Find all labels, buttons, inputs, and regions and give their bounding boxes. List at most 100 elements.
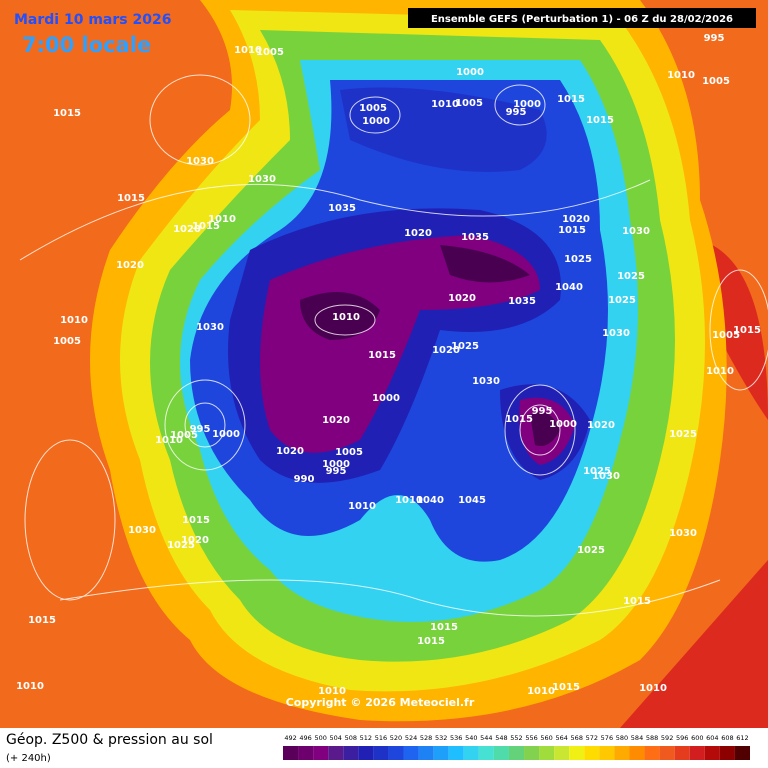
isobar-label: 995	[704, 33, 725, 44]
scale-swatch	[629, 746, 645, 760]
isobar-label: 1000	[513, 99, 541, 110]
scale-swatch	[418, 746, 434, 760]
isobar-label: 1015	[430, 622, 458, 633]
isobar-label: 1035	[328, 203, 356, 214]
scale-label: 544	[480, 734, 492, 742]
isobar-label: 1030	[128, 525, 156, 536]
isobar-label: 1045	[458, 495, 486, 506]
isobar-label: 1010	[16, 681, 44, 692]
scale-label: 536	[450, 734, 462, 742]
isobar-label: 1005	[702, 76, 730, 87]
contour-band	[300, 245, 560, 446]
isobar-label: 1030	[472, 376, 500, 387]
isobar-label: 1010	[431, 99, 459, 110]
isobar-label: 1025	[577, 545, 605, 556]
isobar-label: 1020	[116, 260, 144, 271]
scale-label: 596	[676, 734, 688, 742]
scale-swatch	[704, 746, 720, 760]
scale-label: 540	[465, 734, 477, 742]
scale-label: 500	[314, 734, 326, 742]
scale-swatch	[539, 746, 555, 760]
scale-swatch	[689, 746, 705, 760]
isobar-label: 1020	[322, 415, 350, 426]
scale-swatch	[448, 746, 464, 760]
scale-label: 512	[360, 734, 372, 742]
run-info: Ensemble GEFS (Perturbation 1) - 06 Z du…	[431, 14, 733, 25]
isobar-label: 1035	[508, 296, 536, 307]
scale-swatch	[508, 746, 525, 760]
isobar-label: 1005	[53, 336, 81, 347]
date: Mardi 10 mars 2026	[14, 12, 171, 28]
scale-swatch	[463, 746, 479, 760]
isobar-label: 1030	[669, 528, 697, 539]
scale-label: 508	[345, 734, 357, 742]
isobar-label: 1030	[186, 156, 214, 167]
isobars	[19, 74, 768, 617]
isobar-label: 1025	[608, 295, 636, 306]
isobar-label: 1015	[368, 350, 396, 361]
isobar-label: 1040	[555, 282, 583, 293]
isobar-label: 1000	[362, 116, 390, 127]
isobar-label: 1025	[564, 254, 592, 265]
isobar-label: 1020	[404, 228, 432, 239]
scale-label: 560	[540, 734, 552, 742]
scale-swatch	[313, 746, 329, 760]
isobar-label: 1015	[417, 636, 445, 647]
scale-swatch	[584, 746, 600, 760]
scale-label: 588	[646, 734, 658, 742]
scale-label: 492	[284, 734, 296, 742]
scale-swatch	[674, 746, 690, 760]
scale-swatch	[433, 746, 449, 760]
scale-swatch	[599, 746, 615, 760]
colorbar: 492 496 500 504 508 512 516 520 524 528 532 536 540 5…	[283, 734, 750, 760]
isobar-label: 1015	[117, 193, 145, 204]
scale-label: 556	[525, 734, 537, 742]
scale-label: 612	[736, 734, 748, 742]
isobar-label: 1030	[248, 174, 276, 185]
isobar-label: 1000	[549, 419, 577, 430]
scale-label: 552	[510, 734, 522, 742]
isobar-label: 1015	[552, 682, 580, 693]
warm-area	[620, 240, 768, 728]
isobar-label: 1025	[617, 271, 645, 282]
copyright: Copyright © 2026 Meteociel.fr	[286, 696, 475, 709]
isobar-label: 1000	[322, 459, 350, 470]
isobar-label: 1015	[505, 414, 533, 425]
isobar-label: 1010	[706, 366, 734, 377]
isobar-label: 995	[506, 107, 527, 118]
scale-label: 504	[330, 734, 342, 742]
isobar-label: 1005	[359, 103, 387, 114]
scale-swatch	[614, 746, 630, 760]
isobar-label: 1010	[60, 315, 88, 326]
isobar-label: 1025	[583, 466, 611, 477]
isobar-label: 1015	[182, 515, 210, 526]
scale-swatch	[328, 746, 344, 760]
isobar-label: 1015	[53, 108, 81, 119]
isobar-label: 1010	[318, 686, 346, 697]
isobar-label: 1040	[416, 495, 444, 506]
scale-swatch	[343, 746, 359, 760]
scale-swatch	[493, 746, 509, 760]
scale-label: 604	[706, 734, 718, 742]
isobar-label: 1000	[372, 393, 400, 404]
isobar-label: 1020	[562, 214, 590, 225]
scale-swatch	[524, 746, 540, 760]
isobar-label: 1020	[432, 345, 460, 356]
isobar-label: 1005	[712, 330, 740, 341]
scale-label: 528	[420, 734, 432, 742]
scale-label: 520	[390, 734, 402, 742]
isobar-label: 1000	[456, 67, 484, 78]
scale-swatch	[388, 746, 404, 760]
isobar-label: 1005	[335, 447, 363, 458]
scale-swatch	[403, 746, 419, 760]
isobar-label: 1010	[348, 501, 376, 512]
scale-swatch	[719, 746, 735, 760]
scale-swatch	[734, 746, 750, 760]
isobar-label: 1015	[28, 615, 56, 626]
isobar-label: 1030	[602, 328, 630, 339]
scale-label: 592	[661, 734, 673, 742]
scale-swatch	[358, 746, 374, 760]
